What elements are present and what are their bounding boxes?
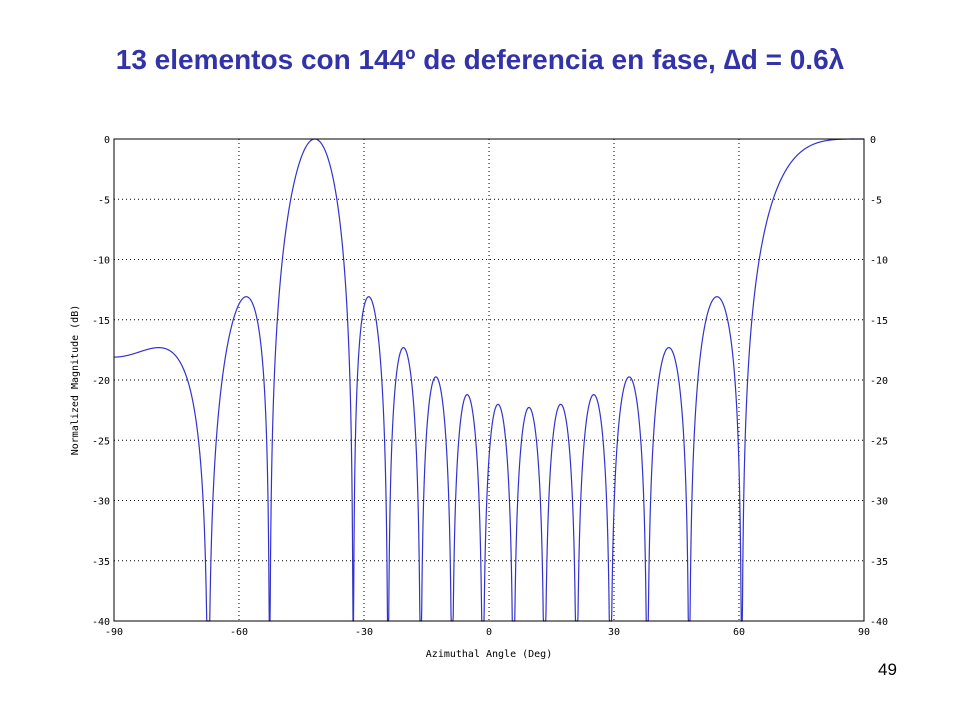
- y-tick-label-right: -5: [870, 195, 882, 206]
- x-tick-label: -60: [230, 627, 248, 638]
- y-tick-label-right: -10: [870, 256, 888, 267]
- y-tick-label-right: -20: [870, 376, 888, 387]
- y-tick-label-left: -20: [92, 376, 110, 387]
- y-tick-label-left: -10: [92, 256, 110, 267]
- y-tick-label-left: -40: [92, 617, 110, 628]
- y-axis-label: Normalized Magnitude (dB): [70, 305, 81, 456]
- y-tick-label-left: -15: [92, 316, 110, 327]
- x-tick-label: -90: [105, 627, 123, 638]
- tick-layer: -90 -60 -30 0 30 60 90 0 0 -5 -5 -10 -10 -15 -15 -20 -20…: [92, 135, 888, 638]
- x-tick-label: 30: [608, 627, 620, 638]
- y-tick-label-right: 0: [870, 135, 876, 146]
- y-tick-label-right: -25: [870, 436, 888, 447]
- slide-title: 13 elementos con 144º de deferencia en f…: [115, 44, 845, 75]
- x-tick-label: 0: [486, 627, 492, 638]
- y-tick-label-right: -30: [870, 497, 888, 508]
- y-tick-label-right: -40: [870, 617, 888, 628]
- y-tick-label-right: -35: [870, 557, 888, 568]
- y-tick-label-left: -30: [92, 497, 110, 508]
- x-tick-label: 60: [733, 627, 745, 638]
- page-number: 49: [878, 660, 897, 679]
- x-tick-label: 90: [858, 627, 870, 638]
- y-tick-label-left: 0: [104, 135, 110, 146]
- x-tick-label: -30: [355, 627, 373, 638]
- y-tick-label-left: -5: [98, 195, 110, 206]
- y-tick-label-right: -15: [870, 316, 888, 327]
- series-line: [114, 138, 864, 622]
- plot-frame: [113, 138, 865, 622]
- y-tick-label-left: -25: [92, 436, 110, 447]
- y-tick-label-left: -35: [92, 557, 110, 568]
- x-axis-label: Azimuthal Angle (Deg): [426, 649, 552, 660]
- grid-layer: [114, 139, 864, 621]
